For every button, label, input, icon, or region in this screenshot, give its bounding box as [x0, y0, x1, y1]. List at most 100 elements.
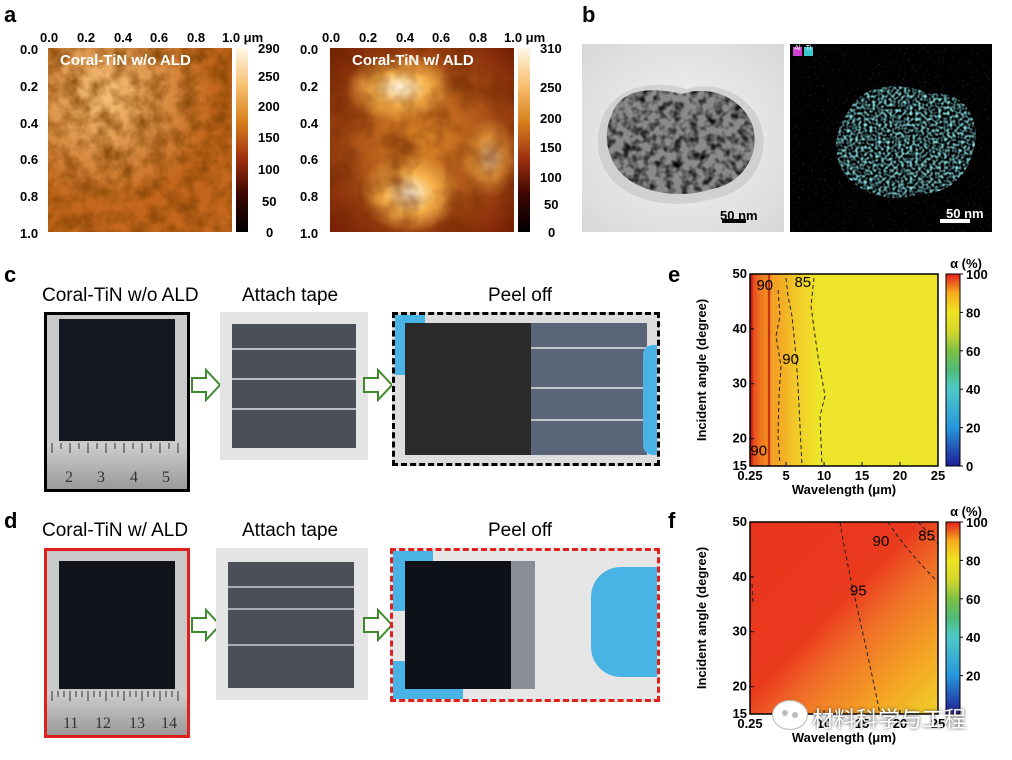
contour-label: 90 [756, 277, 773, 294]
x-tick-label: 10 [817, 716, 831, 731]
c-arrow-2-icon [363, 368, 394, 402]
afm-right-ytick: 0.4 [300, 116, 319, 131]
eds-map-image [790, 44, 992, 232]
x-tick-label: 0.25 [737, 716, 762, 731]
colorbar-tick-label: 80 [966, 305, 980, 320]
afm-right-cbar-tick: 50 [544, 197, 559, 212]
plot-frame [749, 521, 939, 715]
afm-left-ytick: 0.2 [20, 79, 39, 94]
plot-frame [749, 273, 939, 467]
y-tick-label: 30 [733, 376, 747, 391]
heatmap-field [750, 522, 938, 714]
panel-label-f: f [668, 508, 676, 533]
contour-line [785, 277, 803, 467]
colorbar-tick-label: 100 [966, 515, 988, 530]
x-tick-label: 20 [893, 716, 907, 731]
contour-line [751, 583, 754, 605]
colorbar-tick-label: 100 [966, 267, 988, 282]
eds-legend-al-swatch [793, 47, 802, 56]
afm-right-xtick: 0.2 [359, 30, 378, 45]
afm-right-ytick: 0.8 [300, 189, 319, 204]
afm-right-xtick: 0.0 [322, 30, 341, 45]
y-tick-label: 40 [733, 321, 747, 336]
panel-label-a: a [4, 2, 17, 27]
y-tick-label: 50 [733, 514, 747, 529]
afm-left-ytick: 0.4 [20, 116, 39, 131]
afm-right-xtick: 1.0 μm [504, 30, 546, 45]
colorbar-title: α (%) [950, 256, 982, 271]
c-sample-photo: 2 3 4 5 [44, 312, 190, 492]
d-title-sample: Coral-TiN w/ ALD [42, 520, 189, 541]
x-tick-label: 0.25 [737, 468, 762, 483]
contour-label: 90 [873, 533, 890, 550]
afm-right-cbar-tick: 250 [540, 80, 562, 95]
afm-left-ytick: 0.8 [20, 189, 39, 204]
afm-right-cbar-tick: 310 [540, 41, 562, 56]
y-tick-label: 15 [733, 706, 747, 721]
afm-left-cbar-tick: 200 [258, 99, 280, 114]
heatmap-band [750, 274, 753, 466]
afm-right-cbar-tick: 150 [540, 140, 562, 155]
panel-label-b: b [582, 2, 596, 27]
afm-left-xtick: 0.4 [114, 30, 133, 45]
colorbar-tick-label: 80 [966, 553, 980, 568]
afm-right-ytick: 0.6 [300, 152, 319, 167]
contour-line [810, 277, 826, 467]
c-arrow-1-icon [191, 368, 222, 402]
c-title-attach: Attach tape [242, 285, 339, 306]
afm-left-cbar-tick: 50 [262, 194, 277, 209]
afm-right-ytick: 0.2 [300, 79, 319, 94]
afm-left-xtick: 1.0 μm [222, 30, 264, 45]
c-ruler-number: 3 [97, 469, 105, 486]
afm-left-cbar-tick: 100 [258, 162, 280, 177]
d-attach-tape-photo [216, 548, 368, 700]
contour-line [917, 521, 939, 545]
colorbar-tick-label: 60 [966, 344, 980, 359]
eds-legend-al-label: Al [794, 45, 801, 52]
colorbar [945, 521, 961, 715]
d-ruler-number: 14 [161, 715, 177, 732]
afm-left-title: Coral-TiN w/o ALD [60, 52, 191, 69]
eds-legend-ti-label: Ti [805, 45, 812, 52]
y-tick-label: 50 [733, 266, 747, 281]
afm-left-cbar-tick: 150 [258, 130, 280, 145]
colorbar-tick-label: 20 [966, 421, 980, 436]
afm-right-ytick: 0.0 [300, 42, 319, 57]
d-peel-off-photo [390, 548, 660, 702]
contour-line [839, 521, 881, 715]
eds-legend-ti-swatch [804, 47, 813, 56]
afm-right-title: Coral-TiN w/ ALD [352, 52, 474, 69]
eds-scale-bar-label: 50 nm [946, 206, 984, 221]
afm-left-cbar-tick: 250 [258, 69, 280, 84]
panel-label-c: c [4, 262, 17, 287]
afm-left-xtick: 0.6 [150, 30, 169, 45]
y-tick-label: 30 [733, 624, 747, 639]
afm-right-colorbar [518, 48, 530, 232]
contour-line [887, 521, 939, 583]
x-tick-label: 20 [893, 468, 907, 483]
afm-right-xtick: 0.4 [396, 30, 415, 45]
c-title-sample: Coral-TiN w/o ALD [42, 285, 199, 306]
colorbar-tick-label: 40 [966, 382, 980, 397]
contour-label: 85 [794, 274, 811, 291]
panel-label-d: d [4, 508, 18, 533]
watermark-text: 材料科学与工程 [812, 708, 967, 733]
c-title-peel: Peel off [488, 285, 553, 306]
contour-label: 90 [782, 351, 799, 368]
afm-left-ytick: 0.6 [20, 152, 39, 167]
afm-image-with-ald [330, 48, 520, 233]
colorbar-tick-label: 60 [966, 592, 980, 607]
c-ruler-number: 2 [65, 469, 73, 486]
d-arrow-1-icon [191, 608, 222, 642]
c-peel-off-photo [392, 312, 660, 466]
x-tick-label: 25 [931, 468, 945, 483]
afm-left-cbar-tick: 290 [258, 41, 280, 56]
d-ruler-number: 12 [95, 715, 111, 732]
heatmap-field [750, 274, 938, 466]
c-attach-tape-photo [220, 312, 368, 460]
d-arrow-2-icon [363, 608, 394, 642]
c-ruler-number: 5 [162, 469, 170, 486]
heatmap-band [767, 274, 771, 466]
contour-label: 90 [750, 443, 767, 460]
